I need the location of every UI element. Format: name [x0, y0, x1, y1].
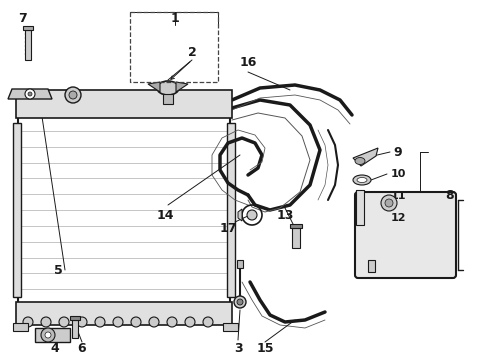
Circle shape — [167, 317, 177, 327]
Polygon shape — [18, 233, 90, 305]
Circle shape — [149, 317, 159, 327]
Ellipse shape — [357, 177, 367, 183]
Circle shape — [28, 92, 32, 96]
Polygon shape — [18, 269, 54, 305]
Polygon shape — [176, 82, 188, 92]
Ellipse shape — [355, 158, 365, 165]
Bar — [23, 26, 33, 30]
Circle shape — [45, 332, 51, 338]
Circle shape — [25, 89, 35, 99]
Polygon shape — [148, 82, 160, 92]
Circle shape — [113, 317, 123, 327]
Bar — [18, 115, 230, 305]
Text: 7: 7 — [18, 12, 26, 24]
Polygon shape — [18, 257, 66, 305]
FancyBboxPatch shape — [355, 192, 456, 278]
Circle shape — [65, 87, 81, 103]
Circle shape — [23, 317, 33, 327]
Text: 3: 3 — [234, 342, 243, 355]
Bar — [35, 328, 70, 342]
Polygon shape — [18, 293, 30, 305]
Text: 15: 15 — [256, 342, 274, 355]
Bar — [163, 94, 173, 104]
Text: 8: 8 — [446, 189, 454, 202]
Circle shape — [385, 199, 393, 207]
Bar — [368, 260, 375, 272]
Circle shape — [203, 317, 213, 327]
Bar — [237, 260, 243, 268]
Bar — [227, 123, 235, 297]
Text: 9: 9 — [393, 145, 402, 158]
Text: 6: 6 — [78, 342, 86, 355]
Bar — [13, 323, 28, 331]
Text: 11: 11 — [390, 191, 406, 201]
Polygon shape — [353, 148, 378, 166]
Polygon shape — [18, 245, 78, 305]
Circle shape — [69, 91, 77, 99]
Circle shape — [41, 317, 51, 327]
Text: 2: 2 — [188, 45, 196, 59]
Bar — [16, 90, 232, 118]
Text: 10: 10 — [391, 169, 406, 179]
Ellipse shape — [157, 81, 179, 95]
Bar — [70, 316, 80, 320]
Circle shape — [185, 317, 195, 327]
Circle shape — [247, 210, 257, 220]
Bar — [130, 12, 218, 82]
Text: 1: 1 — [171, 12, 179, 24]
Text: 13: 13 — [276, 208, 294, 221]
Circle shape — [234, 296, 246, 308]
Bar — [290, 224, 302, 228]
Circle shape — [41, 328, 55, 342]
Polygon shape — [238, 209, 242, 221]
Polygon shape — [18, 221, 102, 305]
Circle shape — [237, 299, 243, 305]
Circle shape — [59, 317, 69, 327]
Polygon shape — [8, 89, 52, 99]
Bar — [16, 302, 232, 325]
Text: 12: 12 — [390, 213, 406, 223]
Circle shape — [381, 195, 397, 211]
Text: 16: 16 — [239, 55, 257, 68]
Text: 17: 17 — [219, 221, 237, 234]
Circle shape — [95, 317, 105, 327]
Circle shape — [77, 317, 87, 327]
Bar — [292, 228, 300, 248]
Bar — [13, 123, 21, 297]
Bar — [356, 190, 364, 225]
Ellipse shape — [353, 175, 371, 185]
Bar — [72, 320, 78, 338]
Bar — [223, 323, 238, 331]
Polygon shape — [18, 281, 42, 305]
Text: 4: 4 — [50, 342, 59, 355]
Circle shape — [131, 317, 141, 327]
Bar — [25, 30, 31, 60]
Text: 5: 5 — [53, 264, 62, 276]
Text: 14: 14 — [156, 208, 174, 221]
